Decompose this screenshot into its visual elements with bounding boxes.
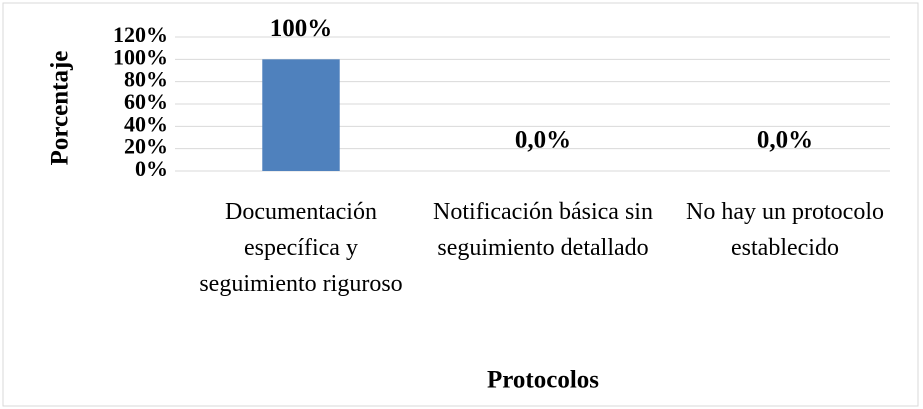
x-tick-label: Documentación específica y seguimiento r… [199, 199, 403, 297]
x-axis-title: Protocolos [487, 367, 599, 394]
value-label: 0,0% [757, 127, 813, 154]
x-tick-label: No hay un protocolo establecido [686, 199, 884, 261]
y-tick-label: 80% [124, 67, 168, 92]
y-tick-label: 60% [124, 89, 168, 114]
y-tick-label: 0% [135, 156, 168, 181]
y-tick-label: 120% [113, 22, 168, 47]
y-tick-label: 40% [124, 111, 168, 136]
y-axis-title: Porcentaje [47, 51, 74, 166]
bar [262, 59, 340, 172]
y-tick-label: 100% [113, 44, 168, 69]
value-label: 100% [270, 15, 333, 42]
x-tick-label: Notificación básica sin seguimiento deta… [433, 199, 653, 261]
y-tick-label: 20% [124, 134, 168, 159]
value-label: 0,0% [515, 127, 571, 154]
